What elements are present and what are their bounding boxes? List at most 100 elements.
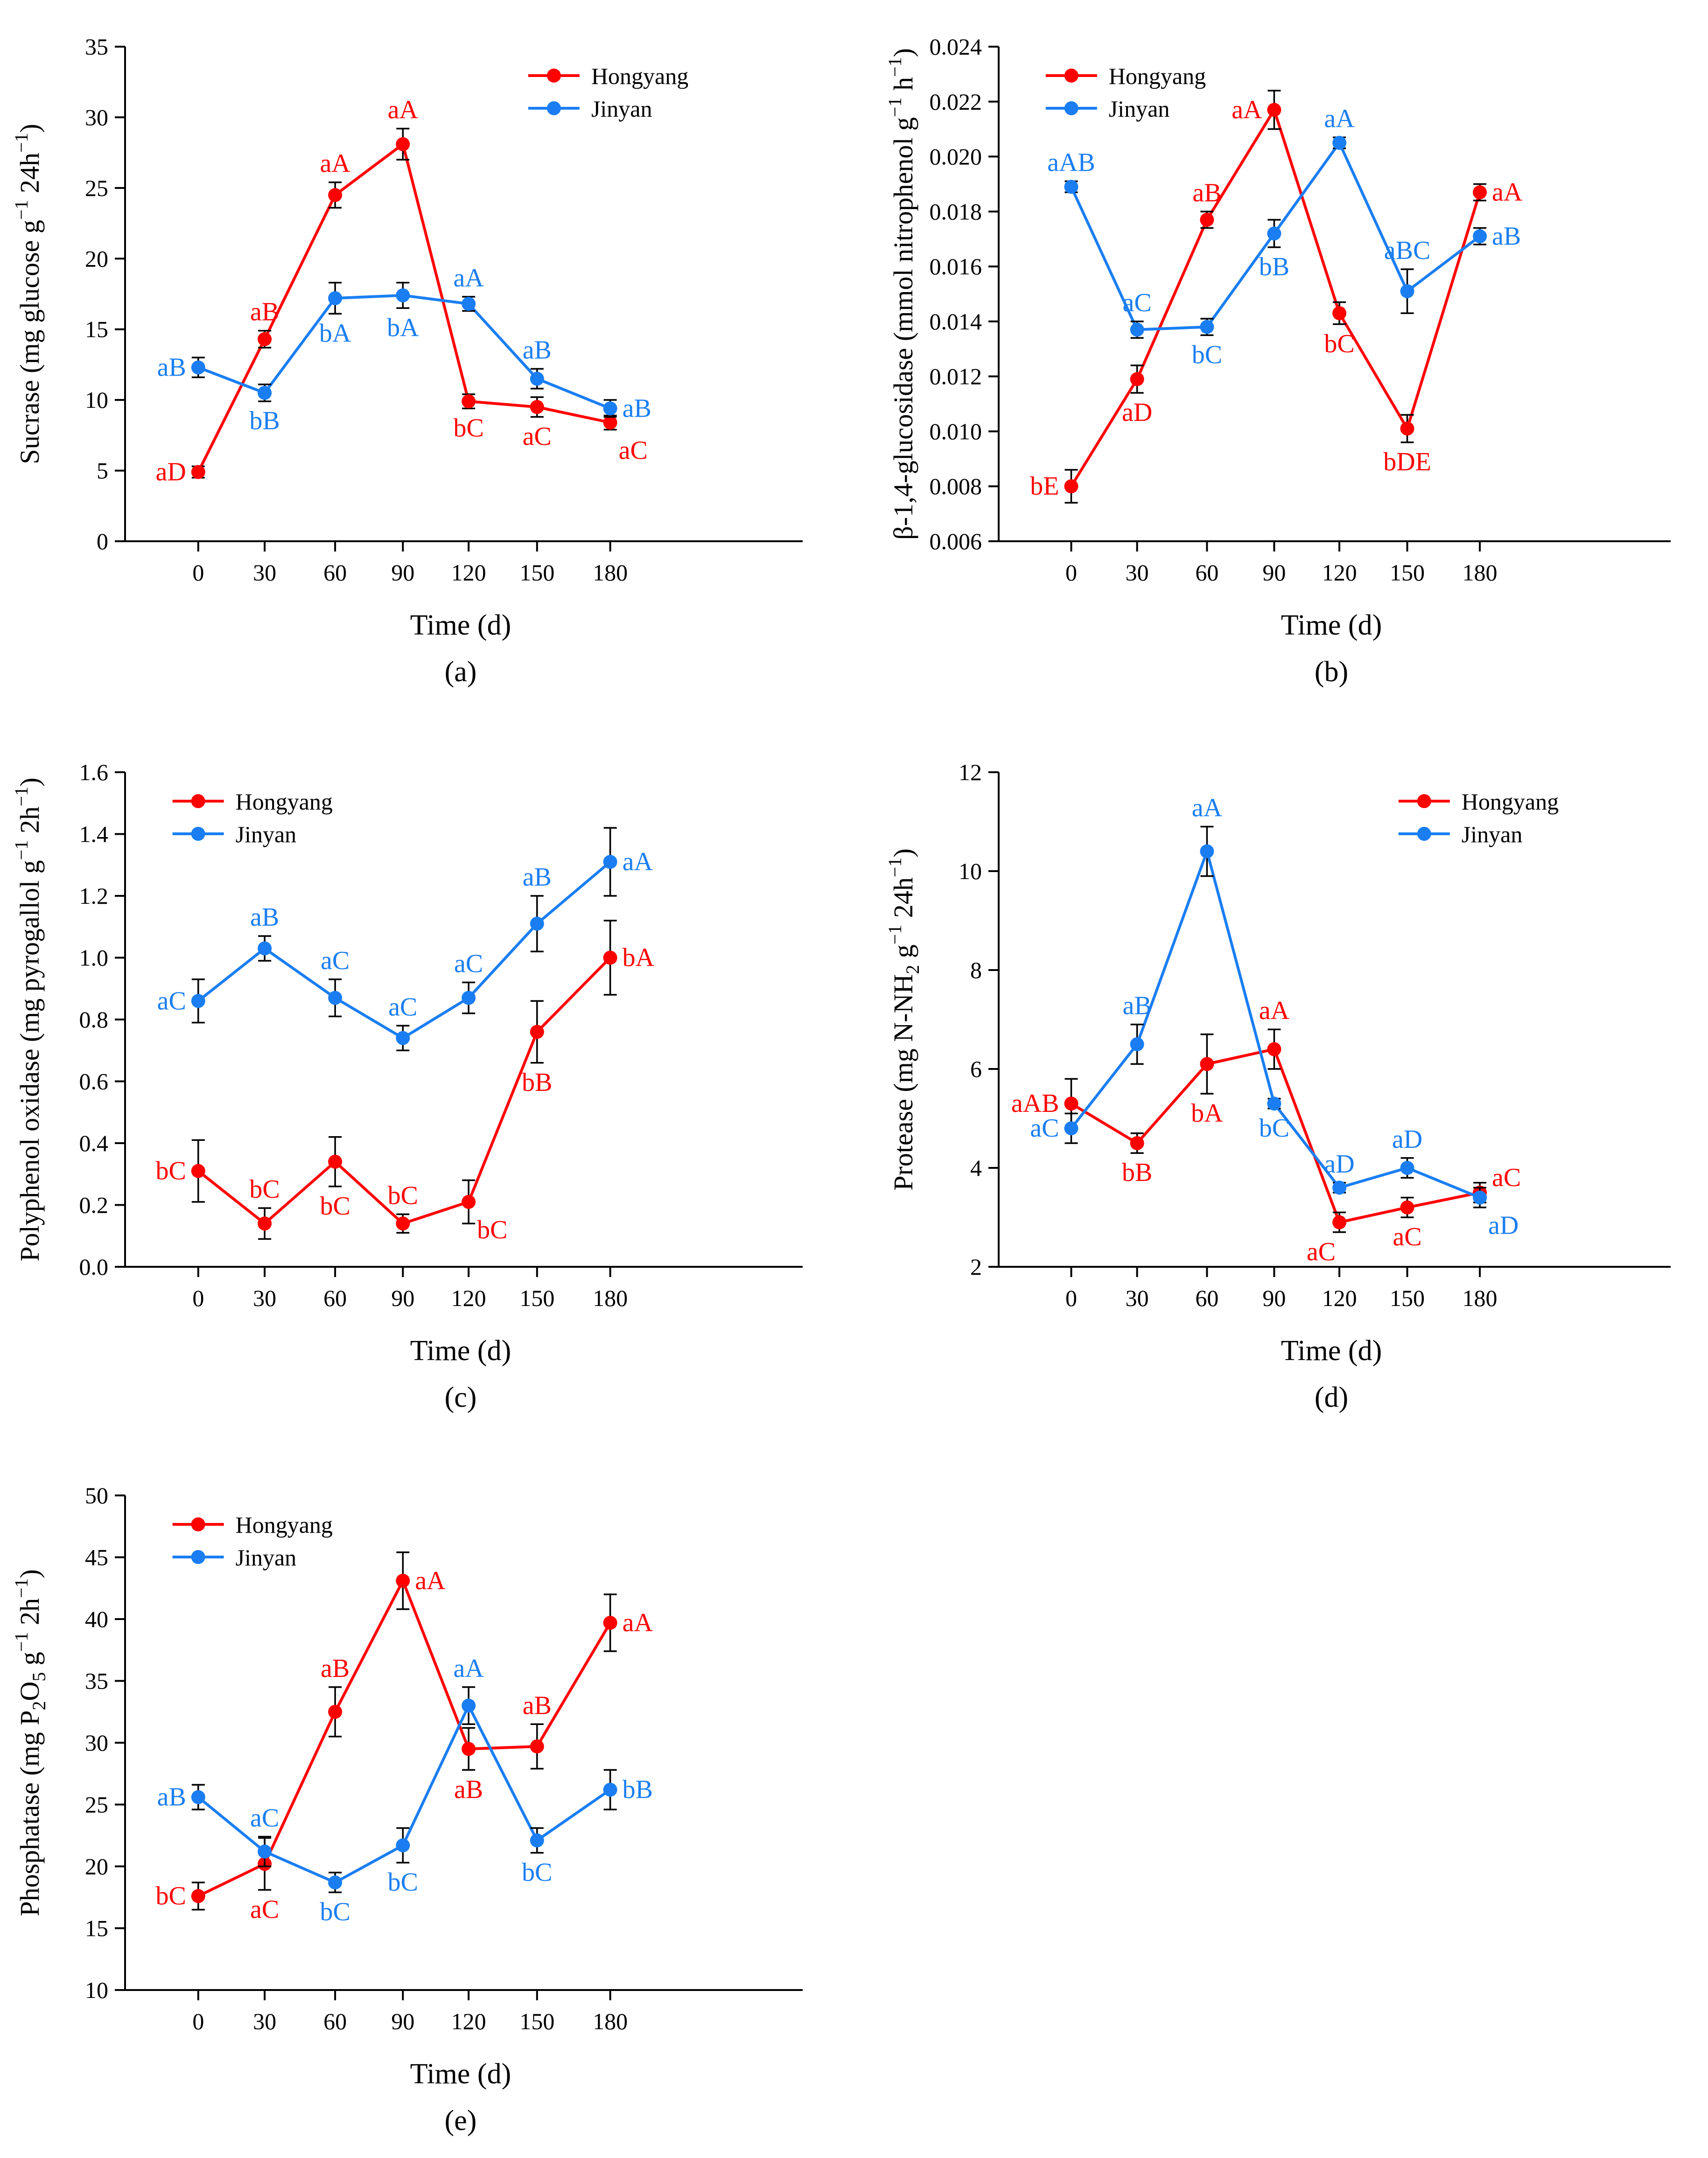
significance-label: aC — [157, 986, 186, 1015]
y-tick-label: 0.010 — [930, 418, 982, 444]
significance-label: aB — [523, 336, 552, 365]
y-axis-label: Polyphenol oxidase (mg pyrogallol g−1 2h… — [11, 777, 45, 1261]
legend: Hongyang Jinyan — [528, 63, 688, 122]
data-point — [1473, 1190, 1487, 1205]
legend: Hongyang Jinyan — [172, 1512, 333, 1571]
legend-marker — [1064, 69, 1078, 83]
x-tick-label: 120 — [1322, 559, 1357, 586]
y-tick-label: 25 — [85, 175, 108, 201]
panel-label: (b) — [1315, 656, 1348, 688]
x-tick-label: 120 — [451, 1285, 486, 1311]
significance-label: aA — [388, 96, 419, 125]
significance-label: aD — [1324, 1150, 1354, 1179]
significance-label: bC — [155, 1882, 186, 1911]
series-hongyang: bC bC bC bC bC bB bA — [155, 920, 655, 1244]
legend: Hongyang Jinyan — [1398, 789, 1559, 847]
data-point — [396, 1573, 410, 1588]
legend: Hongyang Jinyan — [172, 789, 333, 847]
data-point — [258, 332, 272, 346]
significance-label: aA — [623, 1608, 653, 1637]
significance-label: aC — [1492, 1163, 1521, 1192]
data-point — [603, 950, 617, 965]
data-point — [1332, 1215, 1347, 1229]
data-point — [1267, 1042, 1281, 1056]
y-tick-label: 0.006 — [930, 528, 982, 554]
significance-label: aAB — [1047, 148, 1095, 177]
data-point — [1200, 844, 1214, 859]
x-tick-label: 120 — [451, 2008, 486, 2034]
significance-label: aB — [157, 1783, 186, 1812]
significance-label: aB — [1123, 992, 1152, 1020]
significance-label: aD — [156, 458, 186, 487]
significance-label: bC — [477, 1215, 507, 1244]
data-point — [396, 288, 410, 303]
y-tick-label: 8 — [970, 957, 982, 983]
significance-label: aA — [1492, 178, 1523, 207]
x-tick-label: 150 — [1390, 1285, 1425, 1311]
data-point — [1200, 213, 1214, 227]
series-jinyan: aB bB bA bA aA aB aB — [157, 264, 651, 435]
significance-label: aAB — [1011, 1089, 1059, 1118]
legend-entry-hongyang: Hongyang — [1109, 63, 1206, 89]
significance-label: bA — [623, 943, 655, 972]
series-hongyang: bE aD aB aA bC bDE aA — [1030, 90, 1523, 504]
significance-label: aBC — [1384, 236, 1431, 265]
x-tick-label: 180 — [1463, 1285, 1498, 1311]
y-tick-label: 1.0 — [79, 945, 109, 971]
y-tick-label: 0 — [97, 528, 108, 554]
data-point — [1130, 322, 1144, 337]
data-point — [1400, 1200, 1414, 1215]
significance-label: aC — [1030, 1114, 1059, 1143]
y-tick-label: 6 — [970, 1056, 982, 1082]
legend: Hongyang Jinyan — [1045, 63, 1206, 122]
significance-label: aC — [619, 436, 648, 465]
x-tick-label: 30 — [1126, 559, 1149, 586]
significance-label: bB — [249, 406, 280, 435]
panel-label: (d) — [1315, 1382, 1348, 1413]
data-point — [1200, 320, 1214, 334]
x-axis-label: Time (d) — [410, 2058, 511, 2090]
data-point — [603, 1615, 617, 1630]
x-tick-label: 0 — [192, 1285, 204, 1311]
legend-marker — [191, 1550, 205, 1564]
significance-label: bA — [319, 319, 351, 348]
legend-marker — [191, 1517, 205, 1531]
y-tick-label: 0.2 — [79, 1192, 109, 1218]
y-tick-label: 40 — [85, 1606, 108, 1632]
significance-label: aC — [1393, 1222, 1421, 1251]
legend-entry-hongyang: Hongyang — [236, 1512, 333, 1538]
data-point — [191, 1790, 205, 1804]
x-tick-label: 150 — [519, 1285, 554, 1311]
panel-label: (c) — [445, 1382, 477, 1413]
series-hongyang: bC aC aB aA aB aB aA — [155, 1551, 653, 1924]
significance-label: aD — [1392, 1125, 1422, 1154]
significance-label: aA — [415, 1566, 446, 1595]
significance-label: bC — [155, 1157, 186, 1186]
significance-label: aC — [250, 1895, 279, 1924]
x-tick-label: 90 — [391, 1285, 414, 1311]
data-point — [462, 394, 476, 409]
y-tick-label: 10 — [959, 858, 982, 884]
y-tick-label: 4 — [970, 1155, 982, 1181]
x-tick-label: 180 — [593, 559, 628, 586]
significance-label: aA — [623, 847, 653, 876]
chart-panel-b: 0.006 0.008 0.010 0.012 0.014 0.016 0.018 0.020… — [884, 34, 1671, 688]
x-tick-label: 30 — [253, 559, 276, 586]
legend-entry-jinyan: Jinyan — [236, 1544, 297, 1571]
data-point — [1400, 284, 1414, 299]
legend-marker — [546, 69, 561, 83]
y-tick-label: 1.2 — [79, 883, 109, 909]
significance-label: bC — [522, 1858, 552, 1887]
y-tick-label: 15 — [85, 316, 108, 342]
significance-label: bC — [453, 413, 483, 442]
y-axis-label: Protease (mg N-NH2 g−1 24h−1) — [884, 848, 923, 1190]
data-point — [1332, 306, 1347, 321]
significance-label: bA — [1191, 1099, 1223, 1128]
data-point — [1267, 226, 1281, 241]
significance-label: aA — [454, 264, 484, 293]
y-tick-label: 0.4 — [79, 1130, 109, 1156]
data-point — [603, 855, 617, 869]
y-tick-label: 35 — [85, 34, 108, 60]
